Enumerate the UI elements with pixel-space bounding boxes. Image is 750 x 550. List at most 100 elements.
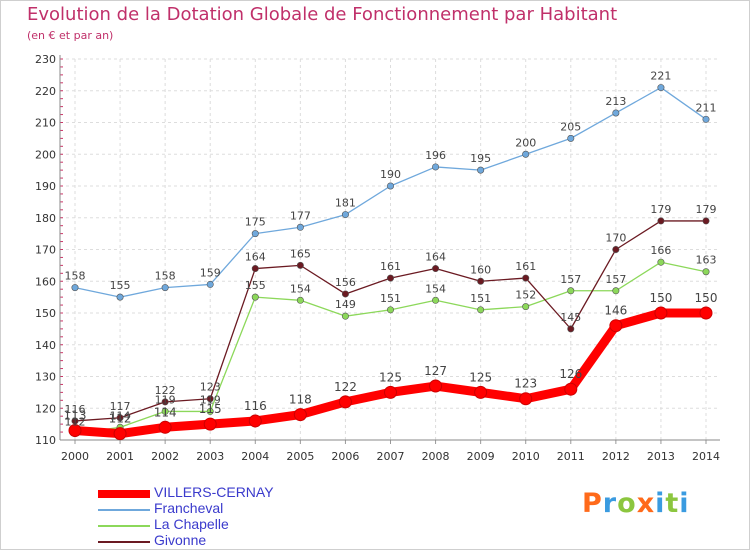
x-tick-label: 2010	[512, 450, 540, 463]
y-tick-label: 200	[35, 148, 56, 161]
data-point-francheval	[296, 223, 304, 231]
data-label-la-chapelle: 157	[560, 273, 581, 286]
data-point-givonne	[386, 274, 394, 282]
data-label-givonne: 160	[470, 263, 491, 276]
x-tick-label: 2001	[106, 450, 134, 463]
data-label-givonne: 117	[110, 400, 131, 413]
data-point-francheval	[386, 182, 394, 190]
proxiti-logo: Proxiti	[582, 488, 690, 519]
data-label-la-chapelle: 155	[245, 279, 266, 292]
data-label-villers-cernay: 122	[334, 380, 357, 394]
data-point-villers-cernay	[564, 382, 578, 396]
data-point-villers-cernay	[654, 306, 668, 320]
legend-label: VILLERS-CERNAY	[154, 484, 274, 500]
data-point-givonne	[341, 290, 349, 298]
y-tick-label: 120	[35, 402, 56, 415]
data-label-villers-cernay: 146	[604, 304, 627, 318]
data-label-francheval: 196	[425, 149, 446, 162]
data-point-givonne	[702, 217, 710, 225]
logo-letter: t	[665, 488, 680, 519]
data-point-la-chapelle	[432, 296, 440, 304]
legend-swatch-la-chapelle	[98, 525, 150, 527]
data-label-villers-cernay: 125	[469, 370, 492, 384]
series-francheval	[71, 84, 710, 301]
data-point-givonne	[657, 217, 665, 225]
legend-label: Francheval	[154, 500, 224, 516]
data-point-givonne	[251, 265, 259, 273]
data-point-la-chapelle	[386, 306, 394, 314]
data-label-la-chapelle: 114	[110, 409, 131, 422]
data-point-villers-cernay	[699, 306, 713, 320]
data-labels: 158 155 158 159 175 177 181 190 196 195 200 205 213 2…	[64, 70, 718, 429]
data-point-francheval	[251, 230, 259, 238]
y-tick-label: 180	[35, 212, 56, 225]
data-label-givonne: 170	[605, 232, 626, 245]
data-label-villers-cernay: 116	[244, 399, 267, 413]
data-label-francheval: 213	[605, 95, 626, 108]
logo-letter: r	[602, 488, 618, 519]
axes: 110 120 130 140 150 160 170 180 190 200 210 220 230 2…	[35, 53, 720, 463]
y-tick-label: 170	[35, 244, 56, 257]
data-label-givonne: 179	[650, 203, 671, 216]
data-point-villers-cernay	[609, 319, 623, 333]
y-tick-label: 230	[35, 53, 56, 66]
x-tick-label: 2014	[692, 450, 720, 463]
data-point-givonne	[612, 246, 620, 254]
logo-letter: P	[582, 488, 603, 519]
data-label-givonne: 165	[290, 247, 311, 260]
data-point-la-chapelle	[612, 287, 620, 295]
data-label-la-chapelle: 112	[65, 416, 86, 429]
data-label-francheval: 195	[470, 152, 491, 165]
data-point-givonne	[477, 277, 485, 285]
data-point-francheval	[657, 84, 665, 92]
data-point-la-chapelle	[161, 407, 169, 415]
data-point-francheval	[71, 284, 79, 292]
data-label-francheval: 190	[380, 168, 401, 181]
data-point-francheval	[522, 150, 530, 158]
data-point-francheval	[567, 134, 575, 142]
data-label-givonne: 145	[560, 311, 581, 324]
data-label-villers-cernay: 113	[64, 408, 87, 422]
data-label-la-chapelle: 119	[200, 393, 221, 406]
data-label-francheval: 211	[696, 101, 717, 114]
legend-swatch-givonne	[98, 541, 150, 543]
data-label-villers-cernay: 114	[154, 405, 177, 419]
data-label-la-chapelle: 157	[605, 273, 626, 286]
data-label-givonne: 116	[65, 403, 86, 416]
data-point-givonne	[432, 265, 440, 273]
x-tick-label: 2003	[196, 450, 224, 463]
data-label-la-chapelle: 151	[380, 292, 401, 305]
legend-swatch-villers-cernay	[98, 490, 150, 498]
y-tick-label: 190	[35, 180, 56, 193]
x-tick-label: 2004	[241, 450, 269, 463]
data-label-la-chapelle: 154	[425, 282, 446, 295]
x-tick-label: 2005	[286, 450, 314, 463]
x-tick-label: 2012	[602, 450, 630, 463]
data-point-francheval	[612, 109, 620, 117]
y-tick-label: 220	[35, 85, 56, 98]
data-label-villers-cernay: 127	[424, 364, 447, 378]
data-point-la-chapelle	[567, 287, 575, 295]
y-tick-label: 140	[35, 339, 56, 352]
data-point-francheval	[341, 211, 349, 219]
y-tick-label: 160	[35, 275, 56, 288]
y-tick-label: 150	[35, 307, 56, 320]
data-label-francheval: 175	[245, 216, 266, 229]
data-point-villers-cernay	[68, 423, 82, 437]
y-tick-label: 110	[35, 434, 56, 447]
x-tick-label: 2006	[331, 450, 359, 463]
x-tick-label: 2002	[151, 450, 179, 463]
data-label-la-chapelle: 151	[470, 292, 491, 305]
data-point-francheval	[206, 280, 214, 288]
data-point-villers-cernay	[158, 420, 172, 434]
data-label-francheval: 158	[155, 270, 176, 283]
legend-swatch-francheval	[98, 509, 150, 511]
data-point-villers-cernay	[384, 385, 397, 399]
data-label-givonne: 164	[425, 251, 446, 264]
data-label-villers-cernay: 123	[514, 377, 537, 391]
data-point-givonne	[116, 414, 124, 422]
data-point-francheval	[116, 293, 124, 301]
data-point-la-chapelle	[477, 306, 485, 314]
